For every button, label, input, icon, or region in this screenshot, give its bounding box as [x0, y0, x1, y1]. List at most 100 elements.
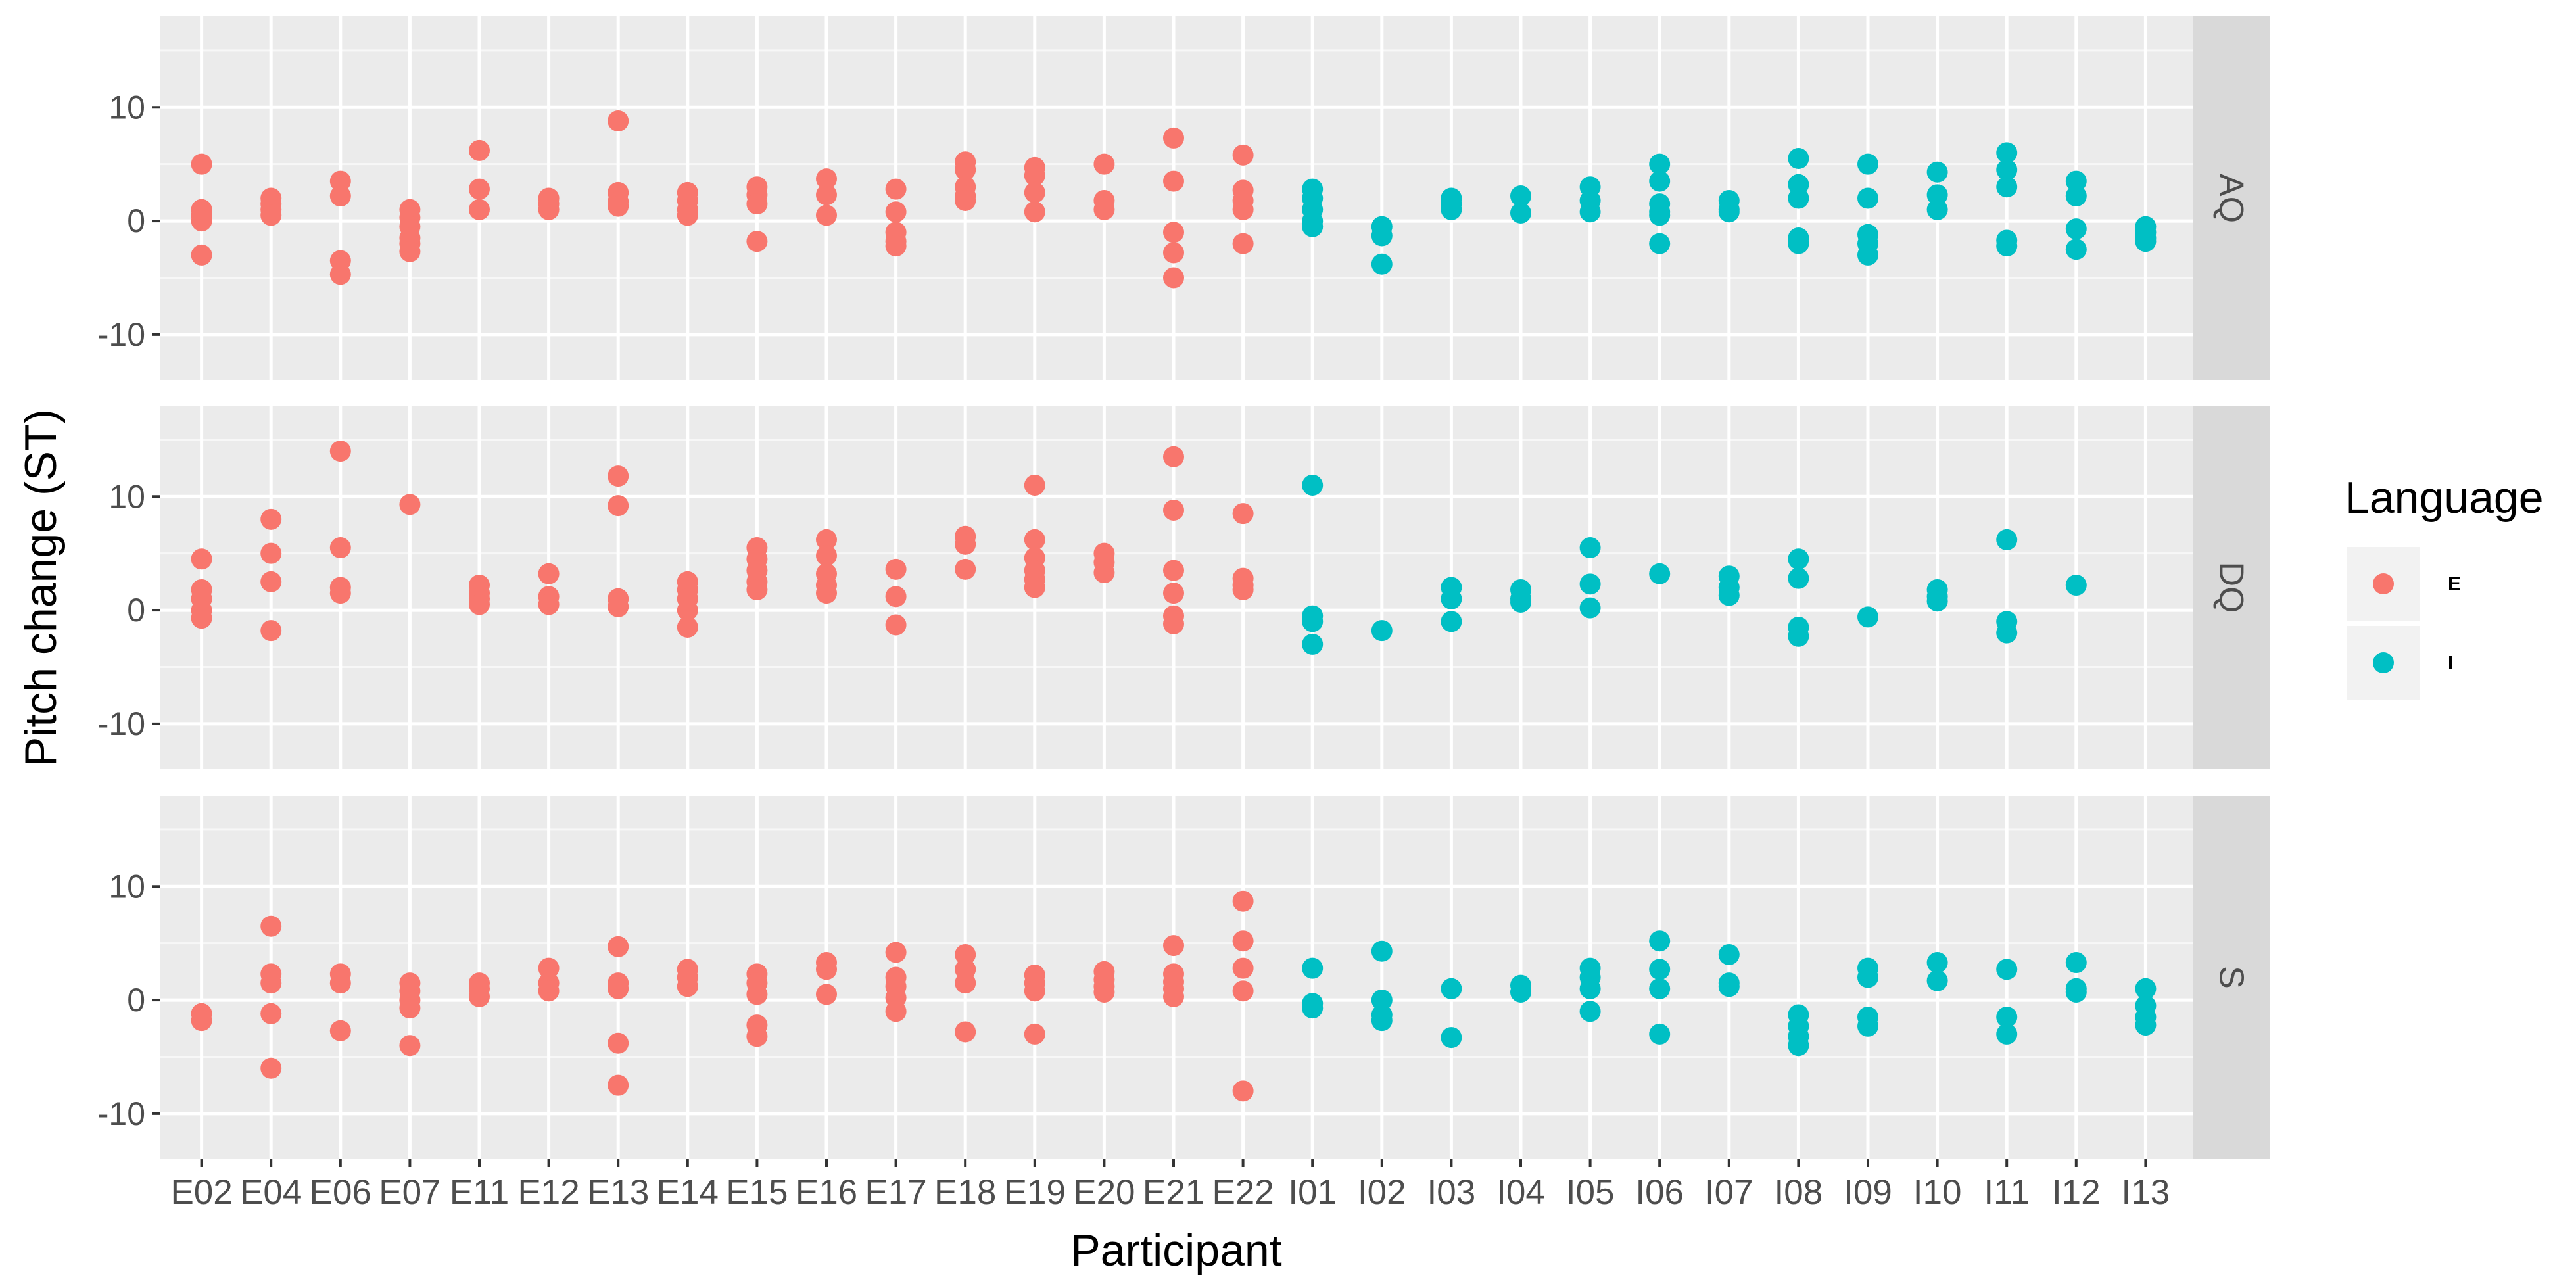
data-point-i-i12 [2065, 575, 2087, 596]
data-point-e-e06 [329, 264, 351, 285]
facet-panel-s: S -10 0 10 [98, 796, 2270, 1159]
data-point-i-i12 [2065, 952, 2087, 974]
data-point-i-i09 [1857, 606, 1878, 628]
y-tick-label: 0 [127, 982, 145, 1018]
x-tick-label: I08 [1775, 1173, 1823, 1212]
data-point-i-i07 [1718, 976, 1740, 997]
data-point-e-e12 [538, 199, 560, 220]
x-tick-label: E17 [865, 1173, 926, 1212]
data-point-i-i03 [1441, 978, 1462, 999]
x-tick-label: E07 [379, 1173, 441, 1212]
data-point-i-i08 [1788, 187, 1809, 209]
y-tick-label: -10 [98, 316, 145, 353]
data-point-i-i08 [1788, 625, 1809, 647]
data-point-e-e20 [1093, 562, 1115, 584]
data-point-e-e22 [1232, 503, 1254, 525]
x-tick-label: E19 [1004, 1173, 1066, 1212]
data-point-e-e15 [746, 193, 768, 215]
data-point-i-i12 [2065, 239, 2087, 260]
data-point-e-e22 [1232, 144, 1254, 166]
x-tick-label: E21 [1143, 1173, 1205, 1212]
x-tick-label: E13 [587, 1173, 649, 1212]
data-point-i-i08 [1788, 567, 1809, 589]
data-point-e-e12 [538, 594, 560, 615]
data-point-i-i07 [1718, 584, 1740, 606]
data-point-e-e17 [885, 942, 907, 963]
data-point-e-e17 [885, 178, 907, 200]
data-point-e-e22 [1232, 957, 1254, 979]
data-point-e-e16 [816, 959, 837, 980]
data-point-e-e21 [1163, 935, 1184, 957]
data-point-e-e11 [469, 139, 490, 161]
data-point-e-e16 [816, 984, 837, 1005]
data-point-e-e16 [816, 204, 837, 226]
x-tick-label: I07 [1705, 1173, 1753, 1212]
data-point-e-e11 [469, 594, 490, 615]
y-tick-label: 0 [127, 203, 145, 239]
data-point-e-e04 [260, 571, 282, 592]
facet-strip-label: DQ [2212, 562, 2251, 613]
data-point-i-i11 [1996, 159, 2018, 181]
data-point-e-e15 [746, 579, 768, 600]
facet-panel-dq: DQ -10 0 10 [98, 406, 2270, 769]
y-axis-title: Pitch change (ST) [16, 409, 66, 767]
data-point-e-e12 [538, 980, 560, 1002]
data-point-i-i11 [1996, 622, 2018, 644]
data-point-e-e22 [1232, 1080, 1254, 1102]
data-point-i-i08 [1788, 148, 1809, 170]
data-point-e-e04 [260, 204, 282, 226]
data-point-e-e07 [399, 1035, 421, 1057]
data-point-e-e13 [608, 195, 629, 217]
data-point-e-e21 [1163, 267, 1184, 289]
data-point-e-e04 [260, 915, 282, 937]
data-point-i-i10 [1926, 184, 1948, 206]
data-point-i-i09 [1857, 153, 1878, 175]
data-point-e-e16 [816, 184, 837, 206]
data-point-i-i06 [1649, 233, 1671, 254]
data-point-e-e21 [1163, 170, 1184, 192]
data-point-i-i01 [1302, 474, 1324, 496]
x-tick-label: I02 [1358, 1173, 1406, 1212]
data-point-i-i11 [1996, 529, 2018, 550]
data-point-e-e02 [191, 1010, 212, 1032]
data-point-e-e21 [1163, 613, 1184, 634]
data-point-e-e06 [329, 441, 351, 462]
data-point-i-i05 [1579, 537, 1601, 559]
x-tick-label: I01 [1288, 1173, 1337, 1212]
data-point-i-i11 [1996, 142, 2018, 164]
data-point-e-e17 [885, 558, 907, 580]
x-tick-label: I06 [1635, 1173, 1684, 1212]
data-point-e-e19 [1024, 577, 1045, 598]
data-point-i-i01 [1302, 957, 1324, 979]
data-point-i-i04 [1510, 185, 1531, 207]
data-point-i-i13 [2135, 978, 2157, 999]
data-point-i-i12 [2065, 218, 2087, 240]
data-point-e-e22 [1232, 579, 1254, 600]
data-point-i-i07 [1718, 943, 1740, 965]
data-point-i-i12 [2065, 185, 2087, 207]
data-point-i-i02 [1371, 225, 1393, 247]
data-point-i-i06 [1649, 563, 1671, 584]
data-point-i-i01 [1302, 216, 1324, 237]
data-point-i-i02 [1371, 1010, 1393, 1032]
data-point-e-e06 [329, 1020, 351, 1041]
data-point-i-i02 [1371, 620, 1393, 642]
data-point-e-e21 [1163, 127, 1184, 149]
data-point-i-i10 [1926, 952, 1948, 974]
x-tick-label: I10 [1913, 1173, 1962, 1212]
data-point-e-e12 [538, 563, 560, 584]
legend-title: Language [2345, 473, 2544, 523]
data-point-e-e06 [329, 972, 351, 994]
data-point-e-e04 [260, 620, 282, 642]
data-point-i-i03 [1441, 588, 1462, 609]
data-point-i-i13 [2135, 231, 2157, 252]
data-point-e-e19 [1024, 1023, 1045, 1045]
x-tick-label: I09 [1844, 1173, 1892, 1212]
data-point-e-e02 [191, 548, 212, 570]
data-point-i-i09 [1857, 244, 1878, 266]
data-point-i-i06 [1649, 204, 1671, 226]
data-point-i-i12 [2065, 170, 2087, 192]
data-point-e-e20 [1093, 199, 1115, 220]
data-point-i-i05 [1579, 597, 1601, 619]
data-point-i-i05 [1579, 573, 1601, 595]
